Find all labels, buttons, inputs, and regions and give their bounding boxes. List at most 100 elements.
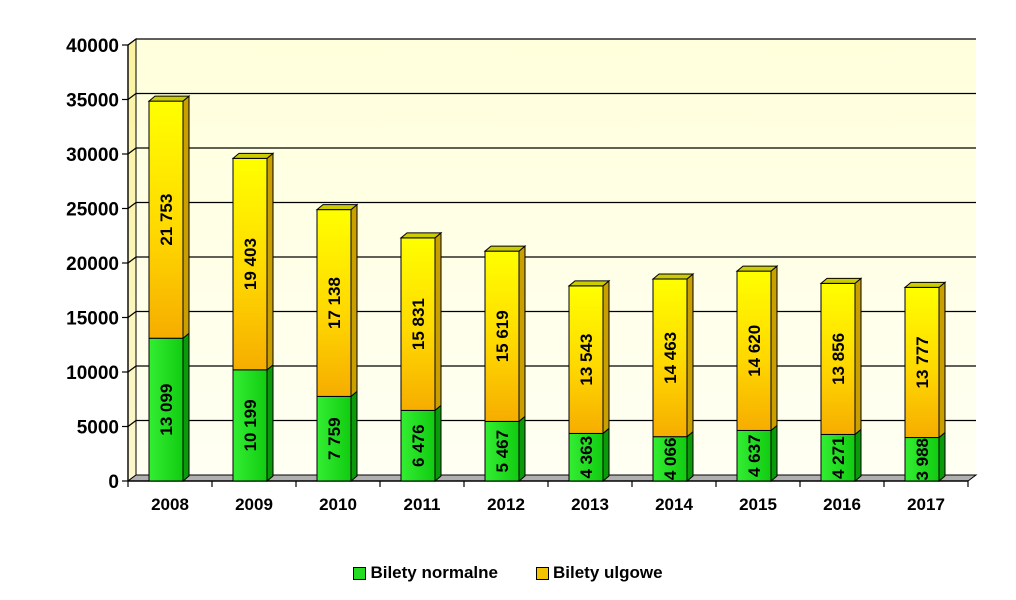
data-label-ulgowe: 13 777 <box>913 336 932 388</box>
bar-normalne-2016 <box>820 428 862 483</box>
legend-swatch-ulgowe <box>535 566 549 580</box>
bar-ulgowe-2010 <box>315 203 359 398</box>
legend: Bilety normalne Bilety ulgowe <box>0 563 1016 583</box>
bar-normalne-2009-front <box>232 369 268 482</box>
bar-normalne-2014-side <box>686 430 694 483</box>
gridline-depth <box>127 311 137 318</box>
bar-ulgowe-2009-top <box>231 152 275 159</box>
bar-normalne-2009 <box>232 363 274 483</box>
bar-ulgowe-2009-side <box>266 152 274 371</box>
x-tick-label: 2011 <box>404 495 441 514</box>
y-tick-label: 30000 <box>66 145 119 166</box>
y-tick-label: 10000 <box>66 363 119 384</box>
bar-normalne-2013-front <box>568 432 604 482</box>
data-label-normalne: 7 759 <box>325 417 344 460</box>
legend-label-ulgowe: Bilety ulgowe <box>552 563 663 582</box>
y-tick-label: 40000 <box>66 36 119 57</box>
y-tick-label: 20000 <box>66 254 119 275</box>
data-labels: 13 099 21 753 10 199 19 403 7 759 17 138 6 476… <box>157 194 932 481</box>
bar-normalne-2011-front <box>400 409 436 482</box>
bar-normalne-2011-side <box>434 404 442 483</box>
bar-ulgowe-2016 <box>819 277 863 436</box>
x-tick-label: 2015 <box>739 495 777 514</box>
data-label-ulgowe: 15 619 <box>493 310 512 362</box>
bar-ulgowe-2009 <box>231 152 275 371</box>
y-tick-label: 15000 <box>66 309 119 330</box>
data-label-normalne: 4 637 <box>745 434 764 477</box>
x-tick-label: 2016 <box>823 495 861 514</box>
bar-normalne-2014 <box>652 430 694 483</box>
legend-label-normalne: Bilety normalne <box>370 563 498 582</box>
bar-normalne-2011 <box>400 404 442 483</box>
bar-ulgowe-2015-front <box>736 270 772 431</box>
bar-normalne-2017-side <box>938 431 946 483</box>
x-tick-label: 2010 <box>319 495 357 514</box>
bar-ulgowe-2008-top <box>147 95 191 102</box>
gridline-depth <box>127 365 137 373</box>
gridline-depth <box>127 93 137 100</box>
legend-swatch-normalne <box>353 566 367 580</box>
data-label-normalne: 5 467 <box>493 430 512 473</box>
legend-item-normalne: Bilety normalne <box>353 563 498 583</box>
bar-ulgowe-2008-side <box>182 95 190 340</box>
bar-normalne-2012-side <box>518 415 526 483</box>
bar-ulgowe-2017 <box>903 281 947 439</box>
data-label-normalne: 4 271 <box>829 436 848 479</box>
data-label-ulgowe: 17 138 <box>325 277 344 329</box>
bar-ulgowe-2012-side <box>518 245 526 423</box>
bar-ulgowe-2010-front <box>316 209 352 397</box>
bar-ulgowe-2016-top <box>819 277 863 284</box>
bar-normalne-2008-side <box>182 332 190 483</box>
bar-ulgowe-2011-front <box>400 237 436 411</box>
data-label-ulgowe: 21 753 <box>157 194 176 246</box>
bar-normalne-2017 <box>904 431 946 483</box>
bar-normalne-2008 <box>148 332 190 483</box>
y-tick-label: 5000 <box>77 418 119 439</box>
bar-ulgowe-2017-front <box>904 286 940 439</box>
bar-ulgowe-2009-front <box>232 157 268 371</box>
y-tick-label: 0 <box>108 472 119 493</box>
bar-ulgowe-2014-top <box>651 273 695 280</box>
bar-ulgowe-2011-side <box>434 231 442 412</box>
gridline-depth <box>127 420 137 427</box>
data-label-normalne: 4 066 <box>661 438 680 481</box>
gridline-depth <box>127 38 137 46</box>
data-label-normalne: 13 099 <box>157 384 176 436</box>
bar-ulgowe-2013-top <box>567 280 611 287</box>
bar-normalne-2009-side <box>266 363 274 483</box>
bar-ulgowe-2013-side <box>602 279 610 435</box>
legend-item-ulgowe: Bilety ulgowe <box>535 563 663 583</box>
bar-ulgowe-2014 <box>651 272 695 438</box>
bar-normalne-2010 <box>316 390 358 483</box>
x-tick-label: 2014 <box>655 495 693 514</box>
y-tick-label: 25000 <box>66 200 119 221</box>
bar-normalne-2013-side <box>602 427 610 483</box>
bar-normalne-2013 <box>568 427 610 483</box>
bar-ulgowe-2012 <box>483 245 527 423</box>
data-label-ulgowe: 19 403 <box>241 238 260 290</box>
bar-ulgowe-2010-top <box>315 204 359 211</box>
data-label-ulgowe: 13 543 <box>577 334 596 386</box>
bars <box>147 95 947 483</box>
data-label-ulgowe: 13 856 <box>829 333 848 385</box>
data-label-normalne: 4 363 <box>577 436 596 479</box>
bar-ulgowe-2008 <box>147 95 191 340</box>
bar-ulgowe-2010-side <box>350 203 358 398</box>
gridline-depth <box>127 147 137 155</box>
gridline-depth <box>127 256 137 264</box>
bar-ulgowe-2011 <box>399 231 443 412</box>
bar-ulgowe-2017-side <box>938 281 946 439</box>
bar-normalne-2008-front <box>148 337 184 482</box>
bar-ulgowe-2012-top <box>483 245 527 252</box>
data-label-ulgowe: 14 620 <box>745 325 764 377</box>
x-tick-label: 2013 <box>571 495 609 514</box>
bar-normalne-2010-side <box>350 390 358 483</box>
bar-normalne-2016-side <box>854 428 862 483</box>
x-tick-label: 2008 <box>151 495 189 514</box>
gridline-depth <box>127 202 137 209</box>
data-label-ulgowe: 15 831 <box>409 298 428 350</box>
x-tick-label: 2017 <box>907 495 945 514</box>
bar-ulgowe-2015-side <box>770 265 778 432</box>
